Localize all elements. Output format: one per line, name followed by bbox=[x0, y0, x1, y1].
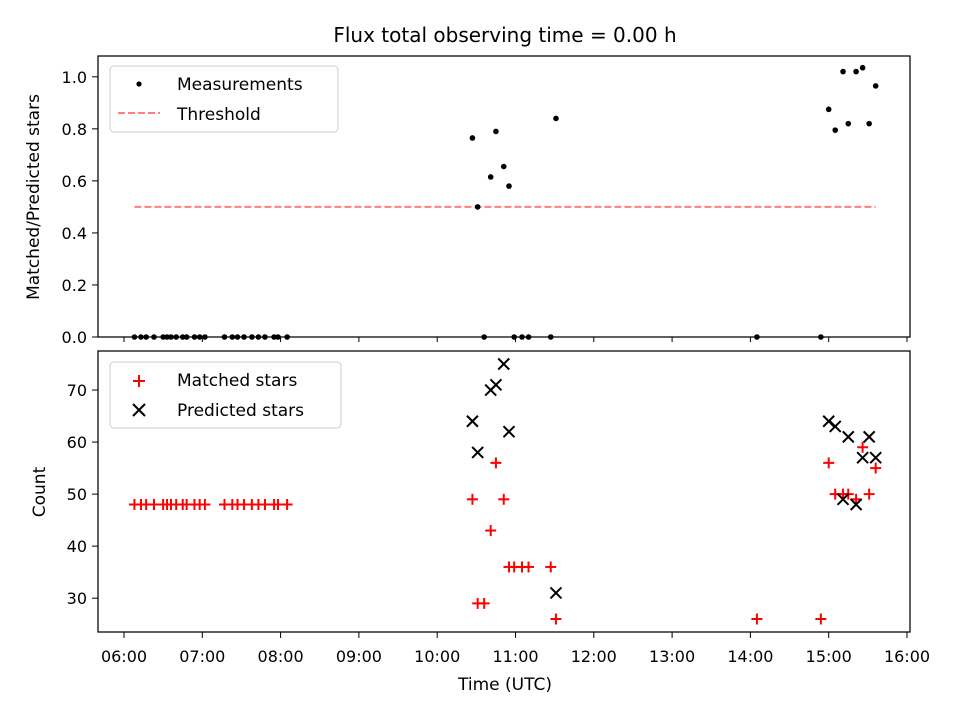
matched-star-point bbox=[523, 561, 535, 573]
y-tick-label: 60 bbox=[67, 433, 87, 452]
measurement-point bbox=[474, 204, 481, 210]
y-tick-label: 1.0 bbox=[62, 68, 87, 87]
predicted-star-point bbox=[466, 415, 479, 428]
measurement-point bbox=[853, 68, 859, 75]
y-tick-label: 30 bbox=[67, 589, 87, 608]
predicted-star-point bbox=[856, 451, 869, 464]
matched-star-point bbox=[870, 462, 882, 474]
x-axis: 06:00 07:00 08:00 09:00 10:00 11:00 12:00 13:00… bbox=[101, 337, 930, 666]
bottom-y-axis: 30 40 50 60 70 bbox=[67, 381, 98, 608]
y-tick-label: 0.6 bbox=[62, 172, 87, 191]
matched-star-point bbox=[281, 499, 293, 511]
measurement-point bbox=[866, 120, 872, 127]
predicted-star-point bbox=[862, 430, 876, 444]
x-tick-label: 11:00 bbox=[492, 647, 538, 666]
matched-star-point bbox=[490, 457, 502, 469]
predicted-star-point bbox=[829, 420, 842, 433]
y-tick-label: 0.2 bbox=[62, 276, 87, 295]
x-tick-label: 12:00 bbox=[571, 647, 617, 666]
predicted-star-point bbox=[849, 498, 863, 511]
matched-star-point bbox=[550, 613, 562, 625]
measurement-point bbox=[487, 174, 494, 180]
matched-star-point bbox=[485, 525, 497, 537]
y-tick-label: 0.8 bbox=[62, 120, 87, 139]
matched-star-point bbox=[857, 441, 869, 453]
predicted-star-point bbox=[549, 586, 563, 600]
x-axis-label: Time (UTC) bbox=[457, 675, 552, 695]
x-tick-label: 07:00 bbox=[179, 647, 225, 666]
measurement-point bbox=[553, 115, 559, 122]
top-y-axis-label: Matched/Predicted stars bbox=[24, 94, 44, 300]
x-tick-label: 08:00 bbox=[258, 647, 304, 666]
measurement-point bbox=[840, 68, 846, 75]
y-tick-label: 0.4 bbox=[62, 224, 87, 243]
bottom-y-axis-label: Count bbox=[30, 466, 50, 517]
bottom-axes-frame bbox=[97, 350, 911, 633]
measurement-point bbox=[469, 135, 476, 141]
measurement-point bbox=[825, 106, 832, 113]
legend-predicted-label: Predicted stars bbox=[177, 401, 304, 421]
top-legend-frame bbox=[109, 65, 339, 133]
matched-star-point bbox=[850, 493, 862, 505]
y-tick-label: 70 bbox=[67, 381, 87, 400]
legend-threshold-label: Threshold bbox=[176, 105, 261, 125]
measurement-point bbox=[832, 127, 839, 133]
x-tick-label: 10:00 bbox=[414, 647, 460, 666]
y-tick-label: 50 bbox=[67, 485, 87, 504]
measurement-point bbox=[872, 83, 879, 89]
x-tick-label: 13:00 bbox=[649, 647, 695, 666]
matched-star-point bbox=[199, 499, 211, 511]
predicted-star-point bbox=[869, 451, 882, 464]
chart-title: Flux total observing time = 0.00 h bbox=[333, 23, 676, 47]
matched-star-point bbox=[478, 597, 490, 609]
x-tick-label: 09:00 bbox=[336, 647, 382, 666]
legend-matched-label: Matched stars bbox=[177, 371, 297, 391]
measurement-point bbox=[845, 120, 852, 127]
measurement-point bbox=[493, 128, 499, 135]
bottom-legend-frame bbox=[109, 361, 342, 429]
x-tick-label: 06:00 bbox=[101, 647, 147, 666]
top-y-axis: 0.0 0.2 0.4 0.6 0.8 1.0 bbox=[62, 68, 98, 347]
predicted-star-point bbox=[489, 378, 503, 392]
legend-measurements-label: Measurements bbox=[177, 75, 303, 95]
matched-star-point bbox=[863, 488, 875, 500]
x-tick-label: 14:00 bbox=[727, 647, 773, 666]
x-tick-label: 16:00 bbox=[884, 647, 930, 666]
matched-star-point bbox=[545, 561, 557, 573]
top-legend: Measurements Threshold bbox=[109, 65, 339, 133]
measurement-point bbox=[506, 183, 512, 189]
y-tick-label: 0.0 bbox=[62, 328, 87, 347]
predicted-star-point bbox=[502, 425, 516, 438]
measurement-point bbox=[859, 64, 866, 71]
matched-star-point bbox=[498, 493, 510, 505]
x-tick-label: 15:00 bbox=[806, 647, 852, 666]
matched-star-point bbox=[823, 457, 835, 469]
measurement-point bbox=[500, 163, 507, 170]
legend-measurements-marker bbox=[136, 81, 142, 87]
bottom-legend: Matched stars Predicted stars bbox=[109, 361, 342, 429]
top-axes-frame bbox=[97, 55, 911, 338]
y-tick-label: 40 bbox=[67, 537, 87, 556]
legend-predicted-marker bbox=[132, 403, 146, 417]
legend-matched-marker bbox=[133, 375, 145, 387]
matched-star-point bbox=[466, 493, 478, 505]
matched-star-point bbox=[815, 613, 827, 625]
predicted-star-point bbox=[471, 446, 484, 459]
predicted-star-point bbox=[836, 493, 850, 506]
bottom-chart-marks bbox=[128, 357, 882, 625]
matched-star-point bbox=[751, 613, 763, 625]
predicted-star-point bbox=[497, 357, 510, 371]
predicted-star-point bbox=[842, 430, 855, 444]
